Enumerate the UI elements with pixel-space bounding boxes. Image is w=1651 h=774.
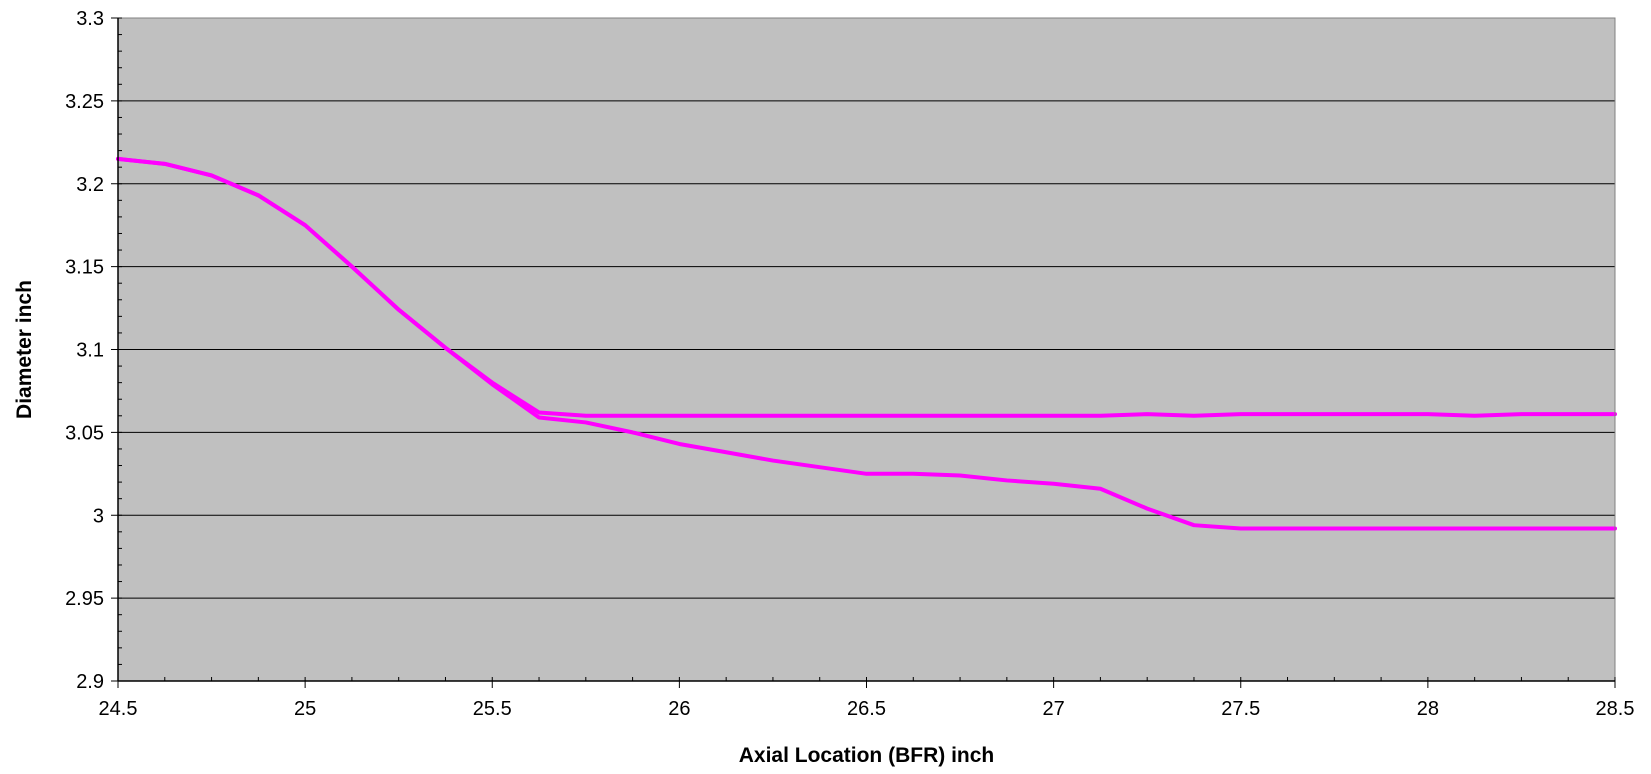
x-axis-title: Axial Location (BFR) inch (739, 744, 995, 767)
x-tick-label: 27 (1043, 698, 1065, 720)
x-tick-label: 28.5 (1596, 698, 1635, 720)
x-tick-label: 28 (1417, 698, 1439, 720)
y-tick-label: 3.15 (65, 257, 104, 279)
y-axis-title: Diameter inch (13, 280, 36, 419)
y-tick-label: 3 (93, 505, 104, 527)
x-tick-label: 26 (668, 698, 690, 720)
y-tick-label: 3.25 (65, 91, 104, 113)
x-tick-label: 26.5 (847, 698, 886, 720)
y-tick-label: 2.9 (76, 671, 104, 693)
y-tick-label: 3.2 (76, 174, 104, 196)
x-tick-label: 25.5 (473, 698, 512, 720)
y-tick-labels: 2.9 2.95 3 3.05 3.1 3.15 3.2 3.25 3.3 (65, 8, 104, 693)
y-tick-label: 2.95 (65, 588, 104, 610)
series-layer (116, 156, 1617, 531)
y-tick-label: 3.3 (76, 8, 104, 30)
x-tick-labels: 24.5 25 25.5 26 26.5 27 27.5 28 28.5 (99, 698, 1635, 720)
x-tick-label: 24.5 (99, 698, 138, 720)
y-tick-label: 3.1 (76, 340, 104, 362)
x-tick-label: 25 (294, 698, 316, 720)
y-tick-label: 3.05 (65, 422, 104, 444)
x-tick-label: 27.5 (1221, 698, 1260, 720)
axes (111, 17, 1616, 688)
series-line-2 (116, 156, 1617, 531)
